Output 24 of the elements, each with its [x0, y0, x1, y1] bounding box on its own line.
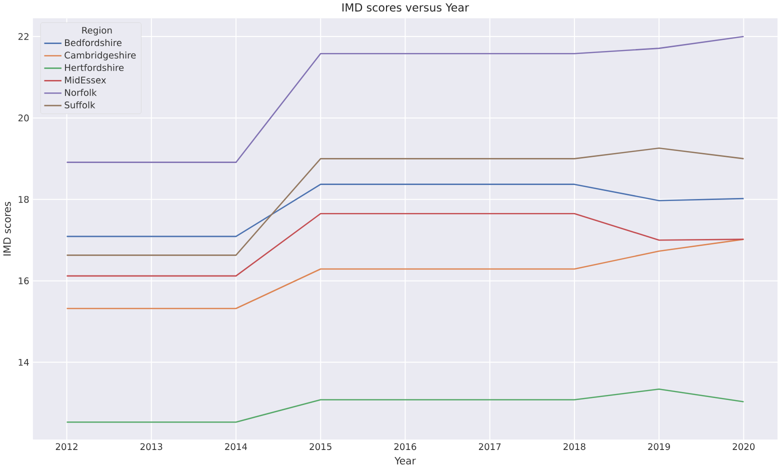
x-tick-label: 2015: [310, 443, 332, 450]
x-tick-label: 2019: [648, 443, 670, 450]
x-tick-label: 2012: [56, 443, 78, 450]
y-tick-label: 16: [18, 277, 29, 284]
legend-label: Suffolk: [64, 101, 96, 108]
x-tick-label: 2016: [394, 443, 416, 450]
x-tick-label: 2020: [732, 443, 755, 450]
y-tick-label: 22: [18, 33, 28, 40]
legend-label: MidEssex: [65, 76, 106, 84]
x-axis-title: Year: [394, 457, 416, 465]
y-tick-label: 18: [18, 196, 29, 203]
x-tick-label: 2014: [225, 443, 248, 450]
legend-label: Cambridgeshire: [64, 52, 136, 60]
legend-title: Region: [82, 26, 112, 36]
legend-label: Hertfordshire: [65, 64, 124, 72]
chart-title: IMD scores versus Year: [342, 3, 470, 12]
legend-label: Bedfordshire: [65, 39, 122, 46]
y-tick-label: 14: [18, 359, 29, 366]
x-tick-label: 2018: [564, 443, 586, 450]
y-axis-title: IMD scores: [3, 202, 11, 256]
legend-label: Norfolk: [65, 88, 97, 96]
x-tick-label: 2017: [478, 443, 501, 450]
y-tick-label: 20: [18, 114, 29, 122]
x-tick-label: 2013: [140, 443, 162, 450]
